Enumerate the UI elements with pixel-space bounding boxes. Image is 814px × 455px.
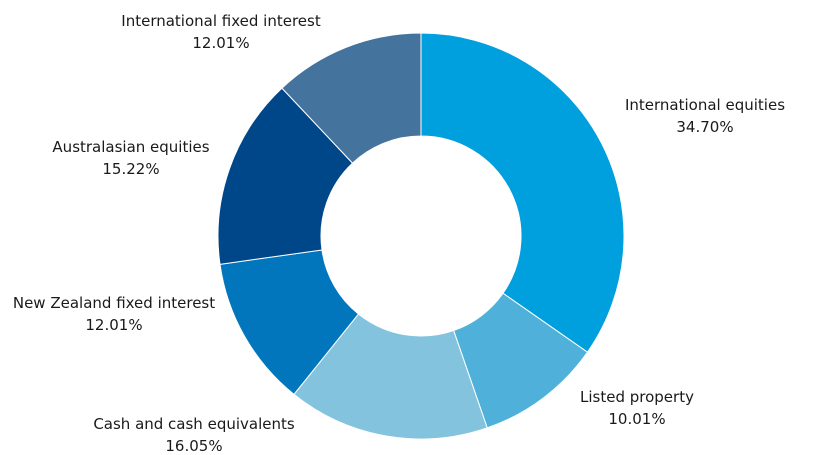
slice-label-listed-property: Listed property 10.01%: [580, 388, 694, 428]
slice-percent: 15.22%: [102, 160, 159, 178]
slice-label-australasian-equities: Australasian equities 15.22%: [52, 138, 209, 178]
slice-label-new-zealand-fixed-interest: New Zealand fixed interest 12.01%: [13, 294, 215, 334]
slice-percent: 10.01%: [608, 410, 665, 428]
slice-label-international-fixed-interest: International fixed interest 12.01%: [121, 12, 321, 52]
slice-percent: 12.01%: [85, 316, 142, 334]
donut-slices: [217, 32, 625, 440]
slice-percent: 34.70%: [676, 118, 733, 136]
slice-label-cash-and-cash-equivalents: Cash and cash equivalents 16.05%: [93, 415, 295, 455]
slice-labels: International equities 34.70% Listed prope…: [13, 12, 785, 455]
slice-name: Cash and cash equivalents: [93, 415, 295, 433]
slice-name: Australasian equities: [52, 138, 209, 156]
slice-percent: 16.05%: [165, 437, 222, 455]
slice-australasian-equities: [217, 87, 354, 265]
slice-percent: 12.01%: [192, 34, 249, 52]
slice-label-international-equities: International equities 34.70%: [625, 96, 785, 136]
slice-cash-and-cash-equivalents: [293, 313, 488, 440]
slice-name: International fixed interest: [121, 12, 321, 30]
slice-name: Listed property: [580, 388, 694, 406]
slice-name: New Zealand fixed interest: [13, 294, 215, 312]
slice-international-equities: [420, 32, 625, 353]
slice-name: International equities: [625, 96, 785, 114]
slice-international-fixed-interest: [281, 32, 422, 164]
